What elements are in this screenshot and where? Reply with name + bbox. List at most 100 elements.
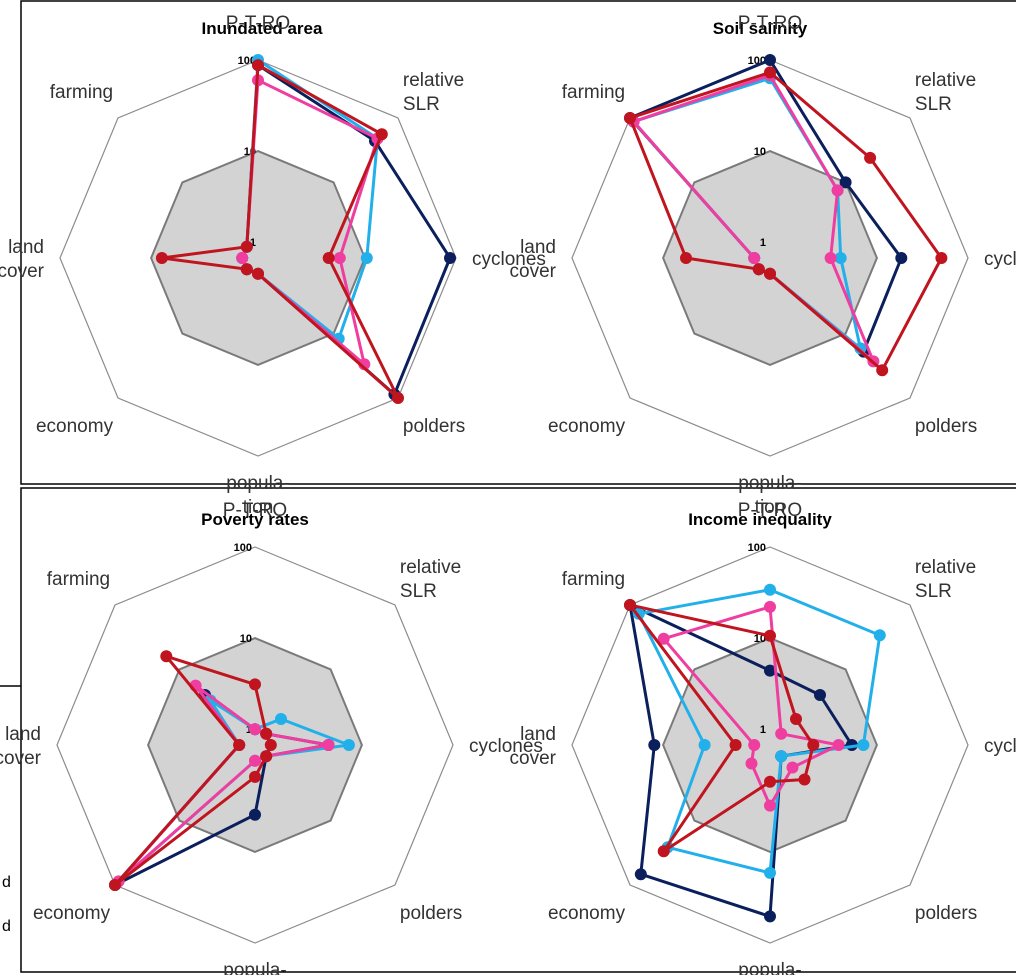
axis-label: P-T-RO: [738, 13, 802, 34]
axis-label: popula-: [738, 473, 801, 494]
data-point: [236, 252, 249, 264]
data-point: [249, 808, 261, 821]
axis-label: farming: [50, 82, 113, 103]
series-3: [657, 600, 845, 812]
data-point: [155, 252, 168, 264]
data-point: [764, 775, 776, 788]
tick-label: 100: [238, 55, 256, 67]
axis-label: economy: [33, 903, 111, 924]
radar-threshold-area: [150, 150, 366, 366]
data-point: [824, 252, 837, 264]
radar-outer-ring: [571, 59, 969, 457]
data-point: [764, 54, 776, 66]
data-point: [634, 868, 647, 881]
axis-label: P-T-RO: [738, 500, 802, 521]
data-point: [260, 727, 273, 740]
data-point: [786, 761, 799, 774]
data-point: [252, 267, 264, 280]
axis-label: cyclones: [984, 249, 1016, 270]
axis-label: tion: [755, 497, 786, 518]
radar-outer-ring: [571, 546, 969, 944]
axis-label: land: [5, 724, 41, 745]
data-point: [814, 689, 826, 701]
data-point: [322, 739, 335, 751]
data-point: [160, 650, 173, 663]
axis-label: farming: [562, 82, 625, 103]
axis-label: relative: [400, 557, 461, 578]
data-point: [876, 364, 889, 377]
axis-label: popula-: [226, 473, 289, 494]
data-point: [935, 252, 948, 264]
series-4: [155, 59, 404, 404]
tick-label: 100: [748, 542, 766, 554]
data-point: [342, 739, 355, 751]
panel-title: Inundated area: [202, 19, 323, 38]
panel-title: Soil salinity: [713, 19, 808, 38]
axis-label: SLR: [400, 581, 437, 602]
data-point: [657, 845, 670, 858]
tick-label: 10: [754, 633, 766, 645]
data-point: [240, 263, 253, 276]
axis-label: economy: [548, 903, 626, 924]
axis-label: polders: [915, 416, 977, 437]
radar-income-inequality: Income inequality 1 10 100 P-T-RO relative SL…: [510, 500, 1016, 975]
axis-label: land: [520, 724, 556, 745]
data-point: [260, 750, 273, 763]
data-point: [895, 252, 908, 264]
panel-frame-bottom: [20, 487, 1016, 973]
tick-label: 1: [246, 724, 252, 736]
data-point: [775, 750, 788, 763]
data-point: [444, 252, 456, 264]
data-point: [657, 632, 670, 645]
data-point: [764, 267, 776, 280]
data-point: [764, 910, 776, 923]
data-point: [831, 184, 844, 197]
axis-label: cyclones: [469, 736, 543, 757]
data-point: [748, 739, 761, 751]
axis-label: economy: [36, 416, 114, 437]
data-point: [698, 739, 711, 751]
data-point: [864, 151, 877, 164]
data-point: [322, 252, 335, 264]
data-point: [249, 770, 261, 783]
series-4: [624, 599, 820, 858]
data-point: [775, 727, 788, 740]
data-point: [729, 739, 742, 751]
tick-label: 1: [760, 237, 766, 249]
axis-label: relative: [915, 557, 976, 578]
data-point: [752, 263, 765, 276]
axis-label: relative: [403, 70, 464, 91]
data-point: [745, 757, 758, 770]
axis-label: farming: [562, 569, 625, 590]
panel-title: Poverty rates: [201, 510, 309, 529]
data-point: [392, 392, 404, 404]
axis-label: P-T-RO: [226, 13, 290, 34]
data-point: [680, 252, 692, 264]
data-point: [233, 739, 246, 751]
data-point: [109, 879, 121, 891]
data-point: [857, 739, 870, 751]
data-point: [764, 799, 776, 812]
data-point: [764, 664, 776, 677]
data-point: [240, 240, 253, 253]
data-point: [873, 629, 886, 642]
data-point: [764, 600, 776, 613]
axis-label: SLR: [915, 94, 952, 115]
axis-label: cover: [0, 748, 42, 769]
data-point: [252, 59, 264, 72]
axis-label: cyclones: [984, 736, 1016, 757]
axis-label: polders: [400, 903, 462, 924]
axis-label: relative: [915, 70, 976, 91]
axis-label: polders: [915, 903, 977, 924]
axis-label: popula-: [223, 960, 286, 975]
axis-label: cyclones: [472, 249, 546, 270]
data-point: [764, 583, 776, 596]
series-4: [109, 650, 277, 891]
radar-threshold-area: [662, 150, 878, 366]
tick-label: 10: [754, 146, 766, 158]
data-point: [249, 754, 261, 767]
data-point: [648, 739, 661, 751]
data-point: [249, 678, 261, 691]
radar-poverty-rates: Poverty rates 1 10 100 P-T-RO relative SLR cyc…: [0, 500, 543, 975]
